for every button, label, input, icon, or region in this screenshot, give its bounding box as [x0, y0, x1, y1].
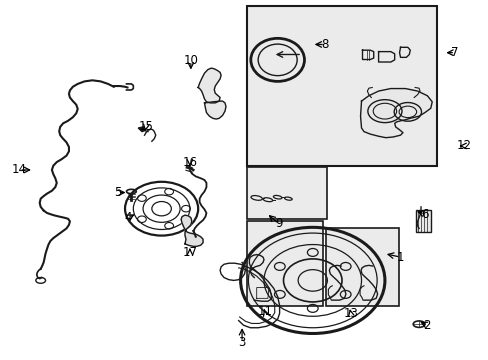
Bar: [415, 211, 430, 232]
Text: 12: 12: [455, 139, 470, 152]
Text: 14: 14: [12, 163, 27, 176]
Text: 10: 10: [183, 54, 198, 67]
Polygon shape: [204, 101, 225, 119]
Text: 3: 3: [238, 336, 245, 348]
Text: 17: 17: [182, 246, 197, 259]
Polygon shape: [138, 127, 144, 132]
Text: 15: 15: [138, 120, 153, 133]
Text: 6: 6: [420, 208, 428, 221]
Bar: [326, 228, 398, 306]
Polygon shape: [181, 215, 203, 246]
Text: 16: 16: [182, 156, 197, 169]
Text: 9: 9: [274, 217, 282, 230]
Bar: [246, 167, 327, 220]
Text: 13: 13: [343, 307, 358, 320]
Polygon shape: [360, 89, 431, 138]
Bar: [246, 221, 322, 306]
Text: 1: 1: [396, 251, 404, 264]
Bar: [246, 6, 436, 166]
Text: 2: 2: [423, 319, 430, 332]
Text: 5: 5: [114, 186, 121, 199]
Text: 7: 7: [450, 46, 458, 59]
Polygon shape: [198, 68, 221, 103]
Text: 4: 4: [124, 211, 132, 224]
Text: 8: 8: [321, 38, 328, 51]
Text: 11: 11: [257, 306, 272, 319]
